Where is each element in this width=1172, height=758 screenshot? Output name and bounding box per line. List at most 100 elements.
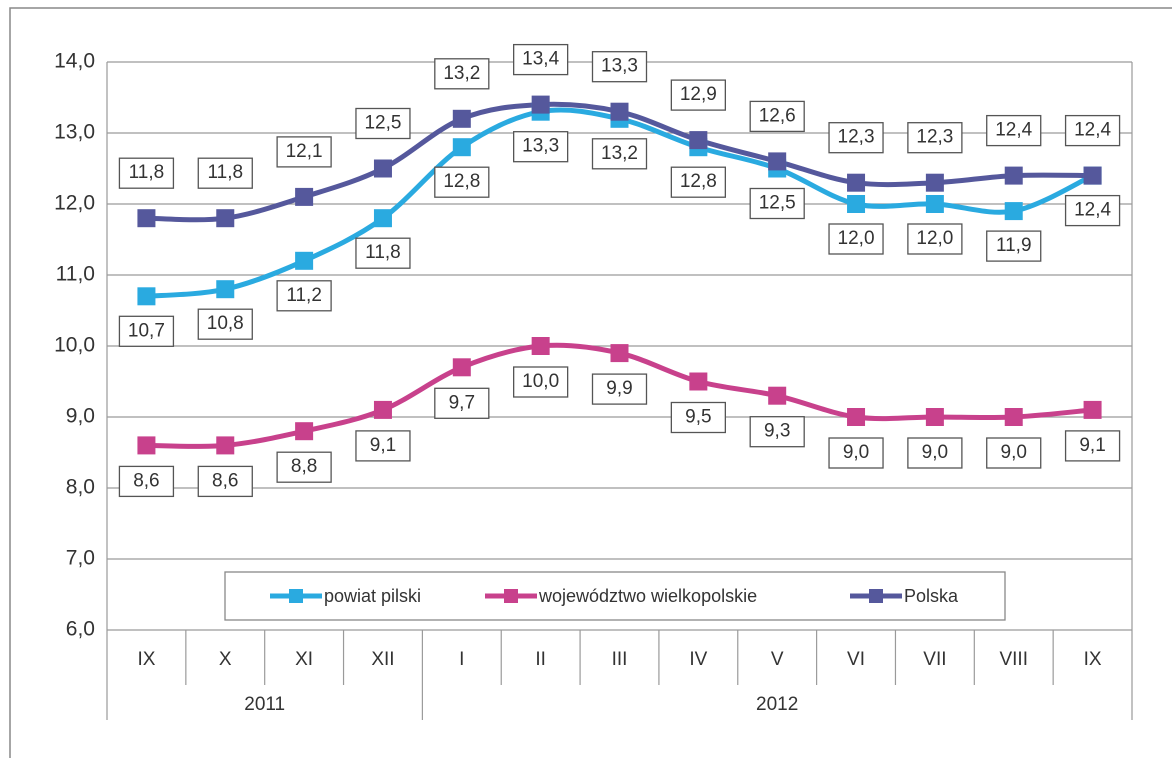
marker — [531, 95, 550, 114]
value-label: 13,3 — [522, 136, 559, 157]
marker — [610, 102, 629, 121]
value-label: 8,6 — [212, 470, 238, 491]
marker — [610, 344, 629, 363]
value-label-box — [591, 51, 648, 83]
value-label-box — [591, 373, 648, 405]
value-label-box — [513, 131, 569, 163]
legend-marker — [289, 589, 303, 603]
y-tick-label: 11,0 — [56, 263, 95, 286]
value-label-box — [355, 430, 411, 462]
value-label: 9,0 — [1001, 442, 1027, 463]
y-tick-label: 14,0 — [54, 50, 95, 73]
value-label: 9,0 — [922, 442, 948, 463]
value-label-box — [670, 79, 726, 111]
marker — [1083, 166, 1102, 185]
value-label-box — [907, 437, 963, 469]
x-tick-label: IV — [689, 649, 707, 670]
y-tick-label: 8,0 — [66, 476, 95, 499]
value-label-box — [276, 280, 332, 312]
value-label: 12,8 — [680, 171, 717, 192]
y-tick-label: 9,0 — [66, 405, 95, 428]
value-label-box — [118, 315, 175, 347]
year-label: 2011 — [244, 694, 285, 715]
value-label-box — [828, 122, 884, 154]
x-tick-label: II — [535, 649, 546, 670]
value-label-box — [434, 166, 490, 198]
marker — [295, 187, 314, 206]
value-label: 12,8 — [443, 171, 480, 192]
value-label: 9,1 — [1079, 435, 1105, 456]
value-label: 9,9 — [606, 378, 632, 399]
value-label: 13,4 — [522, 49, 559, 70]
x-tick-label: X — [219, 649, 232, 670]
value-label-box — [986, 437, 1042, 469]
marker — [847, 195, 866, 213]
value-label-box — [670, 401, 726, 434]
value-label: 10,0 — [522, 371, 559, 392]
value-label-box — [828, 223, 884, 255]
value-label: 11,2 — [286, 285, 322, 306]
x-tick-label: IX — [1084, 649, 1102, 670]
y-tick-label: 13,0 — [54, 121, 95, 144]
x-tick-label: V — [771, 649, 784, 670]
marker — [452, 109, 471, 128]
value-label: 12,9 — [680, 84, 717, 105]
legend-label: Polska — [904, 586, 959, 606]
value-label: 12,4 — [1074, 120, 1111, 141]
value-label-box — [828, 437, 884, 469]
value-label-box — [1064, 430, 1121, 462]
y-tick-label: 10,0 — [54, 334, 95, 357]
marker — [847, 173, 866, 192]
value-label: 13,2 — [601, 143, 638, 164]
x-tick-label: VIII — [999, 649, 1028, 670]
x-tick-label: III — [612, 649, 628, 670]
value-label: 9,1 — [370, 435, 396, 456]
x-tick-label: VI — [847, 649, 865, 670]
legend-marker — [504, 589, 518, 603]
value-label: 12,4 — [1074, 200, 1111, 221]
x-tick-label: VII — [923, 649, 946, 670]
marker — [452, 358, 471, 377]
marker — [137, 209, 156, 228]
marker — [925, 408, 944, 426]
value-label-box — [276, 451, 332, 483]
value-label: 12,3 — [916, 127, 953, 148]
value-label-box — [513, 43, 569, 76]
marker — [925, 195, 944, 213]
x-tick-label: IX — [137, 649, 155, 670]
marker — [689, 372, 708, 391]
value-label: 9,0 — [843, 442, 869, 463]
marker — [373, 159, 392, 178]
marker — [216, 209, 235, 228]
value-label-box — [118, 157, 175, 189]
value-label-box — [197, 157, 253, 189]
value-label: 12,0 — [916, 228, 953, 249]
marker — [452, 138, 471, 157]
legend-label: powiat pilski — [324, 586, 421, 606]
value-label-box — [513, 366, 569, 398]
marker — [373, 209, 392, 228]
value-label-box — [670, 166, 726, 198]
marker — [847, 408, 866, 426]
marker — [373, 400, 392, 419]
value-label-box — [355, 107, 411, 140]
value-label: 9,5 — [685, 407, 711, 428]
value-label: 9,3 — [764, 421, 790, 442]
value-label: 12,4 — [995, 120, 1032, 141]
value-label: 12,5 — [364, 113, 401, 134]
y-tick-label: 7,0 — [66, 547, 95, 570]
value-label-box — [1064, 114, 1121, 147]
marker — [531, 337, 550, 355]
value-label-box — [907, 223, 963, 255]
value-label: 10,7 — [128, 320, 165, 341]
value-label: 11,8 — [207, 162, 243, 183]
x-tick-label: XI — [295, 649, 313, 670]
marker — [1083, 400, 1102, 419]
marker — [137, 436, 156, 455]
value-label-box — [434, 387, 490, 419]
marker — [1004, 166, 1023, 185]
value-label: 12,6 — [759, 105, 796, 126]
value-label: 13,3 — [601, 56, 638, 77]
value-label: 8,8 — [291, 456, 317, 477]
